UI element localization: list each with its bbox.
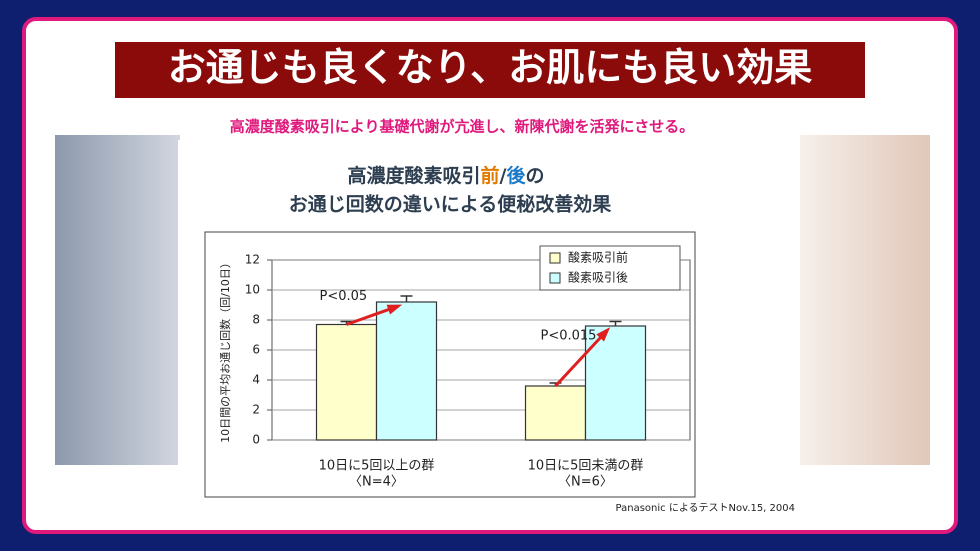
arrow-head <box>386 304 403 315</box>
source-note: Panasonic によるテストNov.15, 2004 <box>616 502 795 514</box>
chart-frame <box>204 231 696 498</box>
y-tick-label: 4 <box>252 373 260 387</box>
trend-arrow <box>554 328 609 388</box>
bar <box>524 385 587 441</box>
y-axis-label: 10日間の平均お通じ回数（回/10日） <box>219 257 232 443</box>
legend-swatch <box>549 272 561 284</box>
slide-subtitle: 高濃度酸素吸引により基礎代謝が亢進し、新陳代謝を活発にさせる。 <box>230 118 694 136</box>
legend-box <box>539 245 681 291</box>
annotation: P<0.015 <box>541 329 597 344</box>
title-part: 高濃度酸素吸引 <box>347 164 480 187</box>
background-right <box>800 135 930 465</box>
x-tick-label: 10日に5回未満の群 <box>528 459 644 474</box>
x-tick-sublabel: 〈N=6〉 <box>558 475 613 490</box>
arrow-head <box>596 327 611 342</box>
y-tick-label: 12 <box>245 253 260 267</box>
title-part: / <box>500 165 507 187</box>
chart-panel <box>178 140 800 522</box>
title-part: の <box>525 165 544 187</box>
chart-title: 高濃度酸素吸引前/後の <box>347 164 544 187</box>
y-tick-label: 2 <box>252 403 260 417</box>
legend-label: 酸素吸引前 <box>568 250 628 265</box>
y-tick-label: 8 <box>252 313 260 327</box>
annotation: P<0.05 <box>320 289 368 304</box>
legend-label: 酸素吸引後 <box>568 270 628 285</box>
chart-title: お通じ回数の違いによる便秘改善効果 <box>289 193 611 216</box>
y-tick-label: 0 <box>252 433 260 447</box>
title-part: 前 <box>481 164 500 187</box>
bar <box>315 323 378 441</box>
background-left <box>55 135 180 465</box>
bar <box>375 301 438 441</box>
legend-swatch <box>549 252 561 264</box>
title-part: 後 <box>506 164 526 187</box>
y-tick-label: 6 <box>252 343 260 357</box>
title-banner <box>115 42 865 98</box>
y-tick-label: 10 <box>245 283 260 297</box>
x-tick-label: 10日に5回以上の群 <box>319 459 435 474</box>
slide-title: お通じも良くなり、お肌にも良い効果 <box>168 45 812 90</box>
x-tick-sublabel: 〈N=4〉 <box>349 475 404 490</box>
